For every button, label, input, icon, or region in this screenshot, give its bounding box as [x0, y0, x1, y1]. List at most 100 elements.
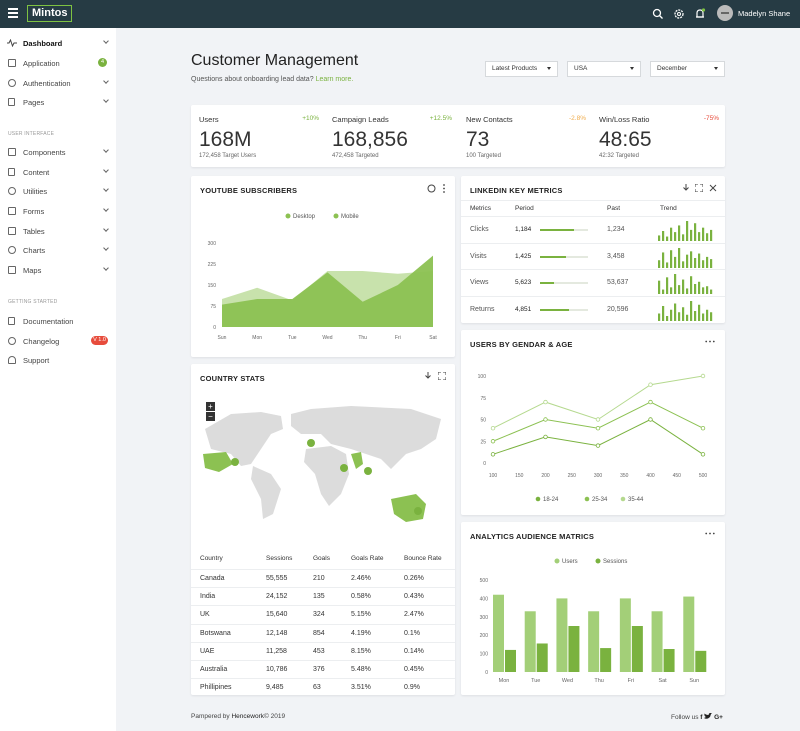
sidebar-item-forms[interactable]: Forms	[0, 203, 116, 219]
refresh-icon[interactable]	[427, 184, 436, 193]
trend-sparkline	[658, 300, 713, 321]
sidebar-item-components[interactable]: Components	[0, 144, 116, 160]
table-row: Canada 55,555 210 2.46% 0.26%	[191, 569, 455, 587]
book-icon	[8, 317, 15, 325]
x-tick-label: Fri	[395, 335, 401, 341]
sparkline-bar	[686, 314, 689, 321]
sparkline-bar	[678, 247, 681, 268]
sparkline-bar	[706, 233, 709, 241]
sidebar-item-pages[interactable]: Pages	[0, 94, 116, 110]
column-header: Sessions	[266, 555, 293, 562]
more-horizontal-icon[interactable]	[705, 340, 715, 343]
search-icon[interactable]	[652, 8, 664, 20]
sidebar-item-maps[interactable]: Maps	[0, 262, 116, 278]
google-plus-icon[interactable]: G+	[714, 714, 723, 721]
sidebar-item-authentication[interactable]: Authentication	[0, 75, 116, 91]
table-cell: 0.9%	[404, 684, 420, 692]
y-tick-label: 500	[480, 578, 489, 584]
menu-icon[interactable]	[8, 8, 18, 19]
sparkline-bar	[658, 259, 661, 268]
gear-icon[interactable]	[673, 8, 685, 20]
bar-sessions	[600, 648, 612, 672]
period-progress-bar	[540, 229, 588, 231]
column-header: Goals Rate	[351, 555, 384, 562]
country-filter-select[interactable]: USA	[567, 61, 641, 77]
sparkline-bar	[666, 261, 669, 268]
sidebar-item-dashboard[interactable]: Dashboard	[0, 35, 116, 51]
bar-sessions	[505, 649, 516, 672]
download-icon[interactable]	[682, 184, 690, 192]
product-filter-select[interactable]: Latest Products	[485, 61, 558, 77]
table-icon	[8, 227, 16, 235]
version-badge: V 1.0	[91, 336, 108, 345]
expand-icon[interactable]	[695, 184, 703, 192]
download-icon[interactable]	[424, 372, 432, 380]
sidebar-item-utilities[interactable]: Utilities	[0, 183, 116, 199]
data-point	[543, 399, 548, 405]
y-tick-label: 200	[480, 633, 489, 639]
close-icon[interactable]	[709, 184, 717, 192]
kpi-card: Users +10% 168M 172,458 Target Users Cam…	[191, 105, 725, 167]
sidebar-item-documentation[interactable]: Documentation	[0, 313, 116, 329]
chevron-down-icon	[103, 265, 109, 271]
map-marker	[231, 458, 239, 466]
kpi-change: +10%	[302, 115, 319, 122]
sparkline-bar	[710, 311, 713, 321]
sidebar-item-label: Forms	[23, 206, 45, 216]
twitter-icon[interactable]	[704, 712, 713, 720]
y-tick-label: 0	[483, 461, 486, 467]
footer-prefix: Pampered by	[191, 713, 230, 720]
table-row: Clicks 1,184 1,234	[461, 216, 725, 242]
period-value: 1,184	[515, 226, 532, 233]
kpi-users: Users +10% 168M 172,458 Target Users	[199, 115, 319, 159]
table-row: Visits 1,425 3,458	[461, 242, 725, 269]
table-row: Returns 4,851 20,596	[461, 295, 725, 322]
linkedin-card: LINKEDIN KEY METRICS Metrics Period Past…	[461, 176, 725, 323]
sidebar-item-label: Changelog	[23, 336, 60, 346]
sparkline-bar	[670, 227, 673, 241]
month-filter-select[interactable]: December	[650, 61, 725, 77]
world-map[interactable]: + −	[191, 394, 455, 529]
sidebar-item-application[interactable]: Application 4	[0, 55, 116, 71]
table-cell: 2.47%	[404, 611, 424, 619]
table-cell: UAE	[200, 647, 215, 655]
logo[interactable]: Mintos	[27, 5, 73, 22]
table-cell: 854	[313, 629, 325, 637]
sidebar-item-tables[interactable]: Tables	[0, 223, 116, 239]
user-menu[interactable]: Madelyn Shane	[717, 5, 790, 21]
expand-icon[interactable]	[438, 372, 446, 380]
sidebar-item-support[interactable]: Support	[0, 352, 116, 368]
sparkline-bar	[658, 235, 661, 241]
youtube-chart: 0 75 150 225 300 Sun Mon Tue Wed Thu Fri Sat Desktop…	[208, 213, 437, 341]
sparkline-bar	[686, 254, 689, 268]
sidebar-item-charts[interactable]: Charts	[0, 242, 116, 258]
sidebar-item-changelog[interactable]: Changelog V 1.0	[0, 333, 116, 349]
avatar	[717, 5, 733, 21]
chevron-down-icon	[103, 147, 109, 153]
sparkline-bar	[678, 285, 681, 294]
footer-brand[interactable]: Hencework	[231, 713, 264, 720]
sparkline-bar	[682, 306, 685, 321]
kpi-label: Users	[199, 115, 219, 124]
facebook-icon[interactable]: f	[700, 714, 703, 721]
kpi-sub: 100 Targeted	[466, 153, 501, 159]
more-horizontal-icon[interactable]	[705, 532, 715, 535]
anchor-icon	[8, 187, 16, 195]
sparkline-bar	[710, 258, 713, 268]
table-cell: 0.58%	[351, 593, 371, 601]
linkedin-table: Metrics Period Past Trend Clicks 1,184 1,2…	[461, 200, 725, 323]
sidebar-item-label: Authentication	[23, 78, 71, 88]
bar-users	[556, 598, 568, 672]
sidebar-item-content[interactable]: Content	[0, 164, 116, 180]
data-point	[595, 443, 601, 448]
data-point	[490, 439, 496, 444]
bell-icon[interactable]	[694, 8, 706, 20]
y-tick-label: 75	[210, 304, 216, 310]
sparkline-bar	[694, 223, 697, 241]
bar-sessions	[695, 650, 707, 672]
card-title: COUNTRY STATS	[200, 374, 265, 383]
learn-more-link[interactable]: Learn more.	[315, 76, 354, 83]
card-title: ANALYTICS AUDIENCE MATRICS	[470, 532, 595, 541]
more-vertical-icon[interactable]	[442, 184, 446, 193]
bar-users	[683, 596, 695, 672]
